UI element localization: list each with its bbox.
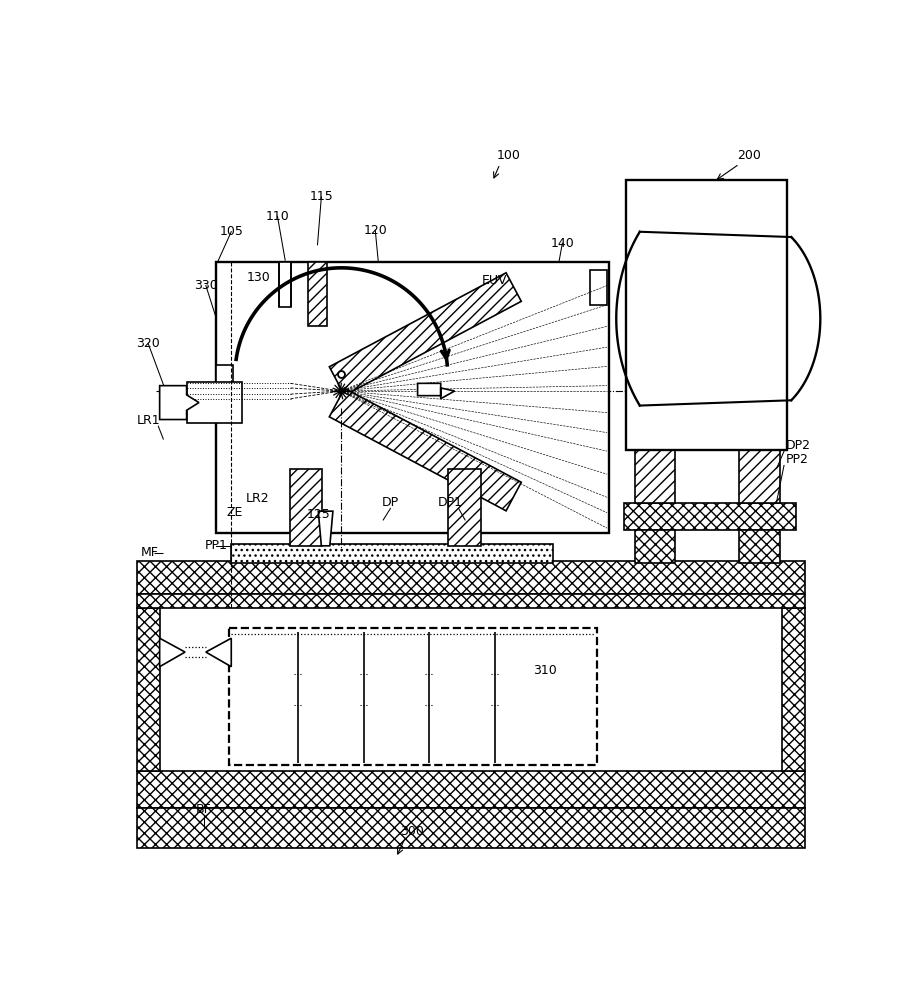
Text: PP1: PP1 <box>204 539 227 552</box>
Polygon shape <box>206 638 231 667</box>
Bar <box>634 530 674 563</box>
Polygon shape <box>329 388 521 511</box>
Bar <box>448 469 481 546</box>
Text: 110: 110 <box>266 210 289 223</box>
Text: DP: DP <box>381 496 399 509</box>
Text: 125: 125 <box>307 508 331 521</box>
Text: DP1: DP1 <box>437 496 462 509</box>
Text: 330: 330 <box>194 279 218 292</box>
Bar <box>231 544 552 563</box>
Polygon shape <box>318 511 333 546</box>
Bar <box>216 262 607 533</box>
Text: 100: 100 <box>496 149 520 162</box>
Bar <box>187 382 242 423</box>
Text: EUV: EUV <box>482 274 506 287</box>
Text: LR2: LR2 <box>245 492 269 505</box>
Text: DP2: DP2 <box>785 439 810 452</box>
Text: 120: 120 <box>363 224 387 237</box>
Bar <box>136 771 804 808</box>
Bar <box>739 450 778 503</box>
Bar <box>781 608 804 771</box>
Text: MF: MF <box>141 546 158 559</box>
Bar <box>136 594 804 608</box>
Bar <box>136 808 804 848</box>
Bar <box>625 180 787 450</box>
Text: BF: BF <box>196 803 211 816</box>
Bar <box>136 608 160 771</box>
Text: 310: 310 <box>533 664 557 677</box>
Text: PP2: PP2 <box>785 453 808 466</box>
Bar <box>229 628 596 765</box>
Polygon shape <box>160 386 199 420</box>
Text: 130: 130 <box>246 271 270 284</box>
Bar <box>289 469 322 546</box>
Bar <box>216 365 233 415</box>
Polygon shape <box>417 383 454 399</box>
Text: 320: 320 <box>136 337 160 350</box>
Bar <box>136 561 804 594</box>
Text: ZE: ZE <box>226 506 243 519</box>
Bar <box>634 450 674 503</box>
Bar <box>739 530 778 563</box>
Bar <box>308 262 326 326</box>
Polygon shape <box>329 273 521 395</box>
Text: LR1: LR1 <box>136 414 160 427</box>
Polygon shape <box>160 638 185 667</box>
Bar <box>623 503 796 530</box>
Text: 300: 300 <box>400 825 424 838</box>
Text: 105: 105 <box>219 225 243 238</box>
Bar <box>278 262 291 307</box>
Text: 115: 115 <box>309 190 333 204</box>
Text: 140: 140 <box>550 237 573 250</box>
Text: 200: 200 <box>736 149 760 162</box>
Bar <box>589 270 607 305</box>
